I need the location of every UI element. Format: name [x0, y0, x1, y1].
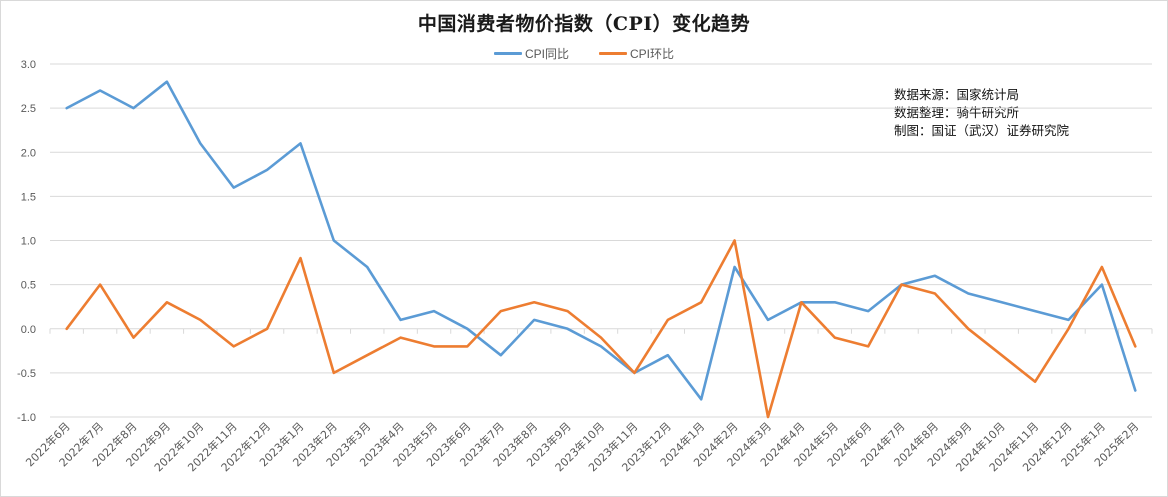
note-chart-maker: 制图：国证（武汉）证券研究院 [894, 123, 1070, 138]
legend-swatch-mom [599, 52, 627, 55]
series-line-cpi-mom[interactable] [65, 239, 1137, 419]
y-tick-label: 1.0 [21, 236, 36, 248]
legend-item-yoy[interactable]: CPI同比 [493, 45, 569, 62]
legend-label-mom: CPI环比 [630, 47, 675, 61]
y-tick-label: 2.0 [21, 147, 36, 159]
y-axis-ticks: 3.0 2.5 2.0 1.5 1.0 0.5 0.0 -0.5 -1.0 [17, 59, 36, 424]
chart-legend: CPI同比 CPI环比 [0, 45, 1168, 62]
y-tick-label: 2.5 [21, 103, 36, 115]
note-data-compiler: 数据整理：骑牛研究所 [894, 105, 1020, 120]
chart-title: 中国消费者物价指数（CPI）变化趋势 [417, 13, 751, 35]
note-data-source: 数据来源：国家统计局 [894, 87, 1020, 102]
y-tick-label: -0.5 [17, 368, 36, 380]
source-notes: 数据来源：国家统计局 数据整理：骑牛研究所 制图：国证（武汉）证券研究院 [894, 86, 1069, 140]
y-tick-label: 0.5 [21, 280, 36, 292]
series-line-cpi-yoy[interactable] [65, 80, 1137, 401]
y-tick-label: 3.0 [21, 59, 36, 71]
y-tick-label: -1.0 [17, 412, 36, 424]
series-lines [65, 80, 1137, 419]
legend-item-mom[interactable]: CPI环比 [599, 45, 674, 62]
x-axis-labels: 2022年6月2022年7月2022年8月2022年9月2022年10月2022… [23, 419, 1142, 474]
legend-label-yoy: CPI同比 [524, 47, 569, 61]
gridlines [50, 63, 1152, 418]
y-tick-label: 0.0 [21, 324, 36, 336]
y-tick-label: 1.5 [21, 191, 36, 203]
legend-swatch-yoy [493, 52, 522, 55]
